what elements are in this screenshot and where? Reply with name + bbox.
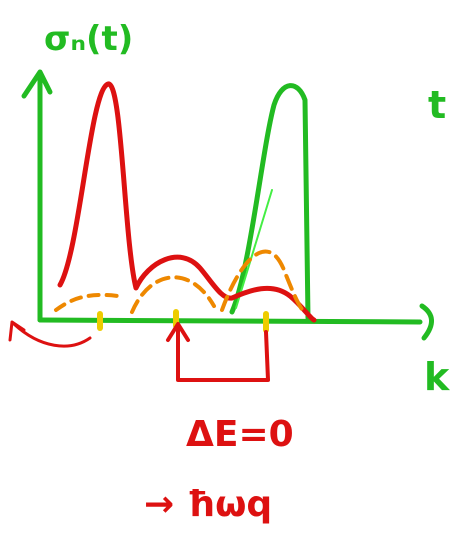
sketch: σₙ(t) t k ΔE=0 → ħωq	[0, 0, 451, 542]
red-curve	[60, 84, 314, 320]
orange-hump-1	[132, 277, 214, 312]
y-axis-label: σₙ(t)	[44, 19, 133, 59]
orange-dash-left	[56, 295, 118, 310]
x-axis-label: k	[424, 355, 450, 399]
x-axis-arrow	[422, 306, 432, 338]
transition-bracket	[178, 326, 268, 380]
page: {"axis_labels": {"y": "σₙ(t)", "x": "k"}…	[0, 0, 451, 542]
left-arrow	[14, 324, 90, 346]
annotation: ΔE=0	[186, 414, 294, 455]
annotation: → ħωq	[144, 484, 272, 525]
y-axis-arrow	[24, 72, 50, 96]
edge-label: t	[428, 83, 446, 127]
